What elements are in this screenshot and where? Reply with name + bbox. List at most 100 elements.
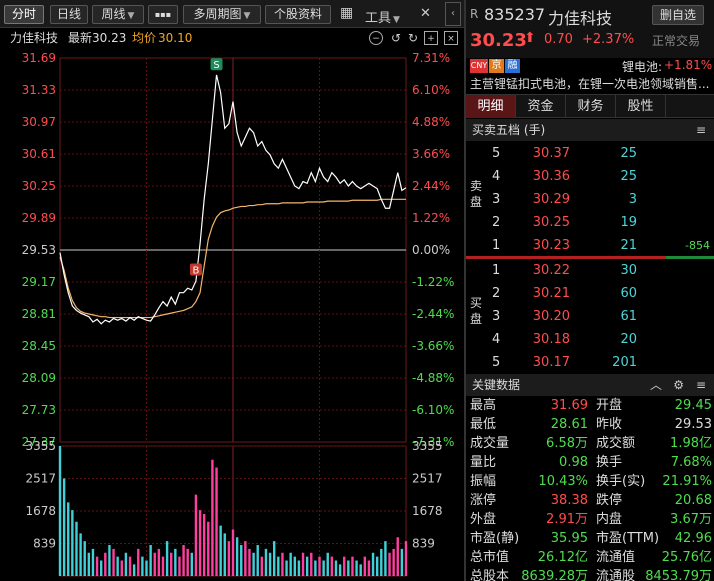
sell-label: 卖盘 bbox=[470, 179, 483, 209]
key-label: 换手(实) bbox=[596, 474, 646, 489]
minus-circle-icon[interactable]: − bbox=[369, 31, 383, 45]
level-volume: 19 bbox=[620, 215, 637, 230]
intraday-chart[interactable]: 31.69 7.31% 31.33 6.10% 30.97 4.88% 30.61 3.66%… bbox=[0, 48, 464, 581]
volume-bar bbox=[301, 552, 305, 576]
tools-label: 工具 bbox=[365, 11, 392, 26]
key-value: 29.45 bbox=[674, 398, 712, 413]
volume-bar bbox=[375, 556, 379, 576]
up-arrow-icon: ⬆ bbox=[524, 30, 536, 46]
more-periods-button[interactable]: ▪▪▪ bbox=[148, 5, 178, 24]
key-label: 涨停 bbox=[470, 493, 497, 508]
stock-profile-button[interactable]: 个股资料 bbox=[265, 5, 331, 24]
sell-divider bbox=[466, 256, 666, 259]
volume-bar bbox=[170, 552, 173, 576]
volume-bar bbox=[62, 478, 66, 576]
close-square-icon[interactable]: × bbox=[444, 31, 458, 45]
buy-level-row[interactable]: 2 30.21 60 bbox=[466, 282, 714, 305]
buy-level-row[interactable]: 5 30.17 201 bbox=[466, 351, 714, 374]
plus-square-icon[interactable]: + bbox=[424, 31, 438, 45]
key-data-row: 成交量 6.58万 成交额 1.98亿 bbox=[466, 434, 714, 453]
volume-bar bbox=[116, 556, 119, 576]
buy-level-row[interactable]: 4 30.18 20 bbox=[466, 328, 714, 351]
pct-tick: 6.10% bbox=[412, 83, 450, 97]
undo-icon[interactable]: ↺ bbox=[390, 31, 402, 45]
menu-icon[interactable]: ≡ bbox=[695, 378, 706, 392]
tab-funds[interactable]: 资金 bbox=[516, 95, 566, 118]
multi-period-button[interactable]: 多周期图 ▼ bbox=[183, 5, 261, 24]
tab-finance[interactable]: 财务 bbox=[566, 95, 616, 118]
key-value: 29.53 bbox=[674, 417, 712, 432]
volume-bar bbox=[322, 560, 325, 576]
key-label: 量比 bbox=[470, 455, 497, 470]
volume-bar bbox=[71, 510, 74, 576]
price-tick: 27.73 bbox=[22, 403, 56, 417]
redo-icon[interactable]: ↻ bbox=[407, 31, 419, 45]
key-label: 总市值 bbox=[470, 550, 510, 565]
grid-icon[interactable]: ▦ bbox=[340, 5, 354, 21]
price-tick: 31.69 bbox=[22, 51, 56, 65]
volume-tick: 839 bbox=[33, 536, 56, 550]
collapse-left-icon[interactable]: ‹ bbox=[445, 2, 461, 26]
trade-marker-label: B bbox=[192, 266, 199, 277]
stock-header: R 835237 力佳科技 删自选 30.23 ⬆ 0.70 +2.37% 正常… bbox=[466, 0, 714, 58]
sell-level-row[interactable]: 3 30.29 3 bbox=[466, 188, 714, 211]
volume-tick: 1678 bbox=[25, 504, 56, 518]
volume-bar bbox=[161, 556, 165, 576]
level-number: 5 bbox=[492, 355, 501, 370]
volume-bar bbox=[260, 556, 264, 576]
sell-level-row[interactable]: 1 30.23 21 -854 bbox=[466, 234, 714, 257]
volume-bar bbox=[178, 556, 181, 576]
tab-detail[interactable]: 明细 bbox=[466, 95, 516, 118]
menu-icon[interactable]: ≡ bbox=[695, 123, 706, 137]
avg-label: 均价 bbox=[132, 31, 157, 45]
volume-bar bbox=[174, 548, 177, 576]
sector-label[interactable]: 锂电池: bbox=[622, 60, 663, 74]
tab-character[interactable]: 股性 bbox=[616, 95, 666, 118]
volume-bar bbox=[367, 560, 371, 576]
level-price: 30.25 bbox=[532, 215, 570, 230]
price-tick: 30.61 bbox=[22, 147, 56, 161]
key-data-title: 关键数据 bbox=[472, 378, 521, 392]
tab-intraday[interactable]: 分时 bbox=[4, 5, 44, 24]
volume-bar bbox=[318, 556, 321, 576]
key-label: 流通值 bbox=[596, 550, 636, 565]
volume-bar bbox=[334, 560, 338, 576]
pct-tick: -3.66% bbox=[412, 339, 454, 353]
sell-level-row[interactable]: 4 30.36 25 bbox=[466, 165, 714, 188]
level-price: 30.18 bbox=[532, 332, 570, 347]
multi-period-label: 多周期图 bbox=[193, 7, 242, 21]
key-data-row: 总市值 26.12亿 流通值 25.76亿 bbox=[466, 548, 714, 567]
key-value: 26.12亿 bbox=[537, 550, 588, 565]
key-value: 28.61 bbox=[550, 417, 588, 432]
volume-bar bbox=[124, 552, 128, 576]
buy-level-row[interactable]: 3 30.20 61 bbox=[466, 305, 714, 328]
close-icon[interactable]: ✕ bbox=[420, 6, 431, 21]
volume-bar bbox=[343, 556, 346, 576]
volume-bar bbox=[95, 556, 99, 576]
sell-level-row[interactable]: 5 30.37 25 bbox=[466, 142, 714, 165]
buy-level-row[interactable]: 1 30.22 30 bbox=[466, 259, 714, 282]
key-data-row: 最低 28.61 昨收 29.53 bbox=[466, 415, 714, 434]
right-panel: R 835237 力佳科技 删自选 30.23 ⬆ 0.70 +2.37% 正常… bbox=[464, 0, 714, 581]
volume-bar bbox=[219, 525, 222, 576]
gear-icon[interactable]: ⚙ bbox=[673, 378, 684, 392]
sell-level-row[interactable]: 2 30.25 19 bbox=[466, 211, 714, 234]
business-summary[interactable]: 主营锂锰扣式电池，在锂一次电池领域销售... bbox=[466, 74, 714, 94]
toolbar: 分时 日线 周线 ▼ ▪▪▪ 多周期图 ▼ 个股资料 ▦ 工具 ▼ ✕ ‹ bbox=[0, 0, 464, 28]
volume-tick: 3355 bbox=[25, 439, 56, 453]
tab-daily[interactable]: 日线 bbox=[50, 5, 88, 24]
remove-favorite-button[interactable]: 删自选 bbox=[652, 5, 704, 25]
latest-label: 最新 bbox=[68, 31, 93, 45]
key-value: 8639.28万 bbox=[521, 569, 588, 581]
key-value: 38.38 bbox=[550, 493, 588, 508]
volume-bar bbox=[67, 502, 70, 576]
level-volume: 30 bbox=[620, 263, 637, 278]
price-tick: 27.37 bbox=[22, 435, 56, 449]
collapse-icon[interactable]: ︿ bbox=[649, 378, 662, 392]
tab-weekly[interactable]: 周线 ▼ bbox=[92, 5, 144, 24]
volume-bar bbox=[310, 552, 313, 576]
volume-bar bbox=[215, 467, 218, 576]
key-value: 31.69 bbox=[550, 398, 588, 413]
tools-menu[interactable]: 工具 ▼ bbox=[365, 7, 400, 26]
volume-bar bbox=[211, 459, 214, 576]
